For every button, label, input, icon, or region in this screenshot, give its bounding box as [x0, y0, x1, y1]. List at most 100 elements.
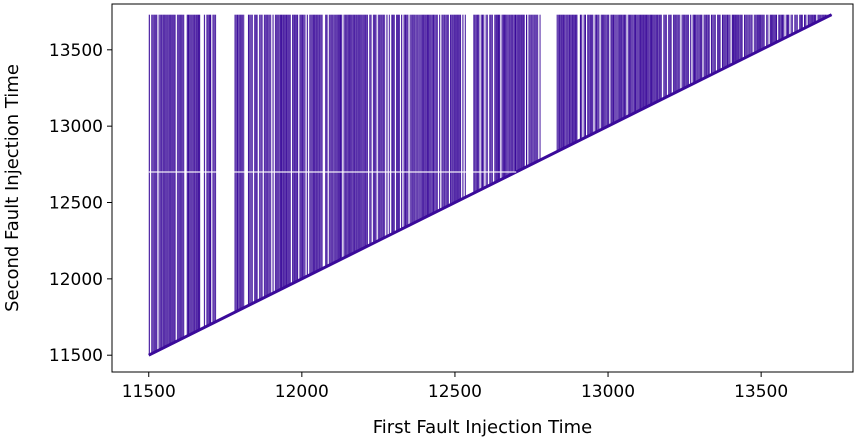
scatter-column [669, 14, 671, 96]
scatter-column [485, 14, 487, 188]
scatter-column [415, 14, 417, 223]
scatter-column [299, 14, 301, 281]
scatter-column [775, 14, 778, 43]
scatter-column [800, 14, 802, 31]
scatter-column [462, 14, 464, 199]
scatter-column [565, 14, 567, 148]
scatter-column [213, 14, 215, 323]
scatter-column [796, 14, 798, 33]
scatter-column [419, 14, 421, 221]
scatter-column [625, 14, 627, 118]
scatter-column [801, 14, 803, 30]
scatter-column [445, 14, 447, 208]
scatter-column [278, 14, 280, 291]
scatter-column [170, 14, 173, 345]
scatter-column [176, 14, 179, 342]
scatter-column [581, 14, 583, 140]
scatter-column [767, 14, 769, 47]
scatter-column [464, 14, 466, 198]
scatter-column [418, 14, 420, 221]
scatter-column [197, 14, 199, 331]
scatter-column [672, 14, 675, 94]
scatter-column [537, 14, 539, 162]
scatter-column [703, 14, 705, 79]
scatter-column [707, 14, 709, 77]
scatter-column [311, 14, 313, 274]
scatter-column [258, 14, 261, 301]
scatter-column [349, 14, 351, 256]
scatter-column [478, 14, 480, 191]
scatter-column [261, 14, 263, 300]
scatter-column [617, 14, 620, 122]
scatter-column [822, 14, 824, 20]
scatter-column [758, 14, 760, 52]
y-tick-label: 13500 [49, 41, 103, 61]
x-tick-label: 13000 [581, 382, 635, 402]
scatter-column [808, 14, 811, 26]
scatter-column [296, 14, 299, 282]
x-tick-label: 12500 [428, 382, 482, 402]
scatter-column [365, 14, 367, 248]
scatter-column [579, 14, 582, 141]
scatter-column [766, 14, 768, 48]
scatter-column [209, 14, 212, 325]
scatter-column [436, 14, 438, 212]
scatter-column [567, 14, 569, 147]
scatter-column [818, 14, 820, 22]
scatter-column [392, 14, 394, 234]
scatter-column [654, 14, 656, 103]
scatter-column [424, 14, 426, 218]
scatter-column [401, 14, 403, 230]
scatter-column [454, 14, 457, 203]
scatter-column [503, 14, 506, 179]
scatter-column [265, 14, 267, 298]
scatter-column [701, 14, 703, 80]
scatter-column [416, 14, 419, 222]
scatter-column [295, 14, 297, 282]
scatter-column [785, 14, 787, 38]
scatter-column [751, 14, 753, 55]
scatter-column [247, 14, 250, 306]
scatter-column [647, 14, 649, 107]
scatter-column [263, 14, 266, 298]
scatter-column [690, 14, 692, 86]
scatter-column [169, 14, 171, 345]
scatter-column [476, 14, 479, 192]
scatter-column [281, 14, 283, 290]
scatter-column [574, 14, 577, 143]
scatter-column [528, 14, 530, 166]
scatter-column [756, 14, 758, 53]
scatter-column [753, 14, 756, 54]
scatter-column [383, 14, 386, 238]
scatter-column [628, 14, 631, 116]
scatter-column [363, 14, 365, 249]
scatter-column [643, 14, 645, 109]
scatter-column [181, 14, 184, 339]
scatter-column [234, 14, 236, 313]
scatter-column [453, 14, 455, 204]
scatter-column [489, 14, 491, 186]
scatter-column [490, 14, 492, 185]
scatter-column [304, 14, 306, 278]
scatter-column [739, 14, 741, 61]
scatter-column [534, 14, 536, 163]
scatter-column [164, 14, 166, 348]
scatter-column [616, 14, 618, 122]
scatter-column [755, 14, 757, 53]
scatter-column [721, 14, 724, 70]
scatter-column [522, 14, 524, 169]
axes: 11500 12000 12500 13000 13500 11500 12000 12500… [49, 3, 854, 402]
scatter-column [288, 14, 290, 286]
scatter-column [393, 14, 395, 234]
scatter-column [397, 14, 399, 232]
scatter-column [369, 14, 371, 246]
scatter-column [189, 14, 191, 336]
scatter-column [366, 14, 368, 247]
scatter-column [762, 14, 764, 50]
scatter-column [649, 14, 651, 106]
scatter-column [360, 14, 362, 250]
scatter-column [518, 14, 520, 171]
scatter-column [243, 14, 245, 309]
scatter-column [773, 14, 775, 44]
